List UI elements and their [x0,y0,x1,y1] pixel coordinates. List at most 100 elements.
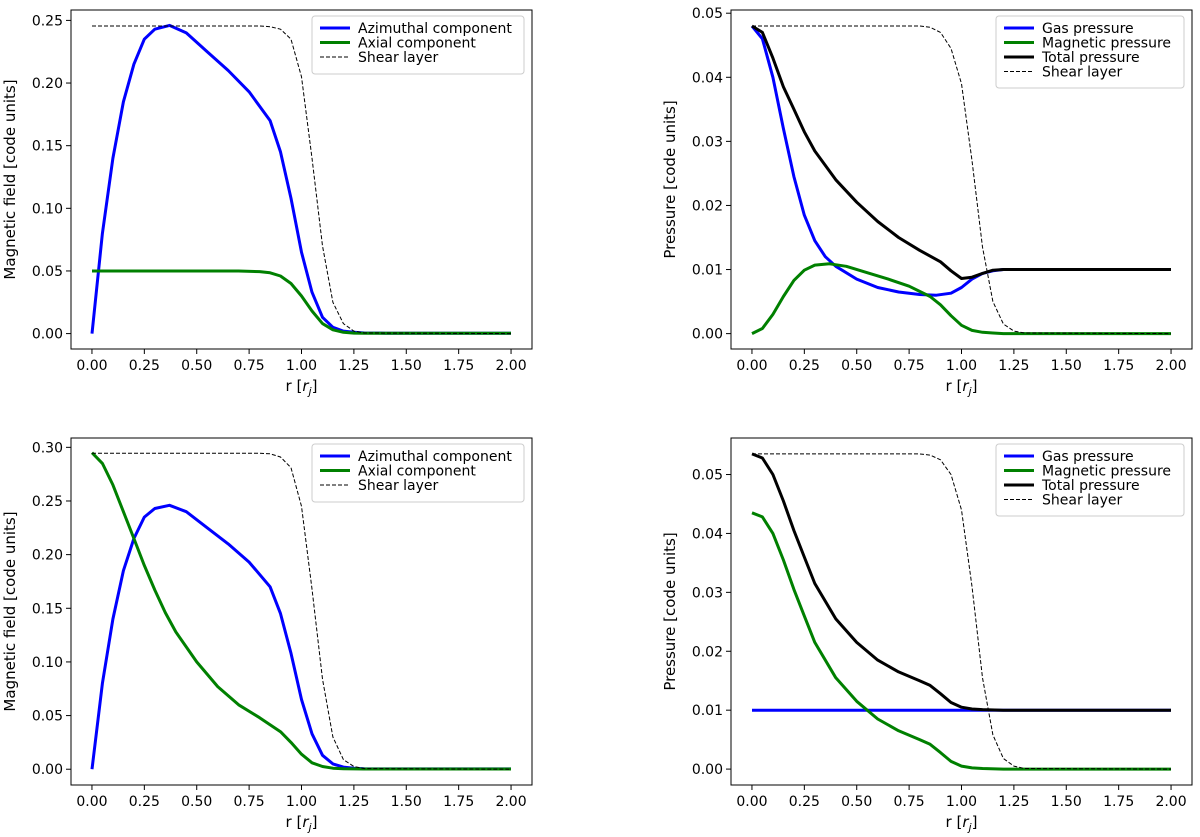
x-axis-label: r [rj] [286,813,318,834]
legend-box [995,15,1185,89]
x-tick-label: 0.25 [789,358,820,374]
panel-bottom-left: 0.00 0.25 0.50 0.75 1.00 1.25 1.50 1.75 2.00 0.00… [1,437,533,834]
x-tick-label: 0.00 [736,794,767,810]
y-tick-label: 0.10 [32,655,63,671]
legend-entry: Axial component [358,36,476,52]
x-tick-label: 0.25 [129,794,160,810]
x-tick-label: 1.00 [286,358,317,374]
panel-bottom-right: 0.00 0.25 0.50 0.75 1.00 1.25 1.50 1.75 2.00 0.00… [661,437,1193,834]
x-tick-label: 0.50 [181,358,212,374]
x-tick-label: 0.25 [129,358,160,374]
series-line-magnetic-pressure [751,262,1171,336]
legend-entry: Azimuthal component [358,21,512,37]
y-axis-label: Magnetic field [code units] [1,511,19,711]
x-tick-label: 0.00 [76,794,107,810]
legend-box [311,443,525,503]
y-tick-label: 0.05 [692,6,723,22]
x-axis-label: r [rj] [946,813,978,834]
x-tick-label: 1.00 [946,358,977,374]
x-tick-label: 1.25 [998,358,1029,374]
legend-box [995,443,1185,517]
series-line-shear-layer [92,25,512,335]
series-line-axial-component [90,451,511,771]
y-tick-label: 0.15 [32,601,63,617]
x-tick-label: 1.00 [946,794,977,810]
y-axis-label: Pressure [code units] [661,532,679,690]
y-tick-label: 0.05 [32,264,63,280]
y-tick-label: 0.15 [32,139,63,155]
legend-entry: Shear layer [358,478,439,494]
y-tick-label: 0.00 [692,327,723,343]
series-group [751,452,1172,771]
y-tick-label: 0.02 [692,644,723,660]
x-tick-label: 1.25 [338,358,369,374]
x-tick-label: 0.00 [76,358,107,374]
y-tick-label: 0.00 [692,762,723,778]
series-line-total-pressure [751,452,1171,712]
legend-entry: Gas pressure [1042,21,1134,37]
y-tick-label: 0.10 [32,201,63,217]
x-tick-label: 0.00 [736,358,767,374]
legend-entry: Shear layer [358,50,439,66]
x-tick-label: 1.50 [391,358,422,374]
series-line-azimuthal-component [90,503,511,771]
y-tick-label: 0.05 [32,709,63,725]
x-tick-label: 2.00 [1155,358,1186,374]
x-tick-label: 2.00 [495,358,526,374]
y-tick-label: 0.25 [32,13,63,29]
series-line-axial-component [92,269,511,335]
x-tick-label: 1.75 [1103,358,1134,374]
series-line-magnetic-pressure [751,511,1171,771]
series-group [90,23,512,335]
legend-entry: Gas pressure [1042,449,1134,465]
legend-entry: Shear layer [1042,65,1123,81]
x-tick-label: 1.75 [1103,794,1134,810]
x-tick-label: 0.50 [841,358,872,374]
x-tick-label: 1.50 [1051,794,1082,810]
y-axis-label: Pressure [code units] [661,100,679,258]
x-tick-label: 0.25 [789,794,820,810]
x-tick-label: 0.50 [181,794,212,810]
panel-top-right: 0.00 0.25 0.50 0.75 1.00 1.25 1.50 1.75 2.00 0.00… [661,6,1193,398]
x-tick-label: 0.50 [841,794,872,810]
x-tick-label: 1.25 [338,794,369,810]
panel-top-left: 0.00 0.25 0.50 0.75 1.00 1.25 1.50 1.75 2.00 0.00… [1,9,533,398]
y-tick-label: 0.05 [692,468,723,484]
series-line-total-pressure [751,24,1171,280]
x-tick-label: 1.00 [286,794,317,810]
y-tick-label: 0.00 [32,327,63,343]
y-axis-label: Magnetic field [code units] [1,79,19,279]
legend-entry: Magnetic pressure [1042,36,1171,52]
x-tick-label: 1.50 [1051,358,1082,374]
series-line-shear-layer [752,453,1172,770]
x-tick-label: 0.75 [894,794,925,810]
x-tick-label: 0.75 [234,794,265,810]
series-line-shear-layer [92,452,512,770]
legend-entry: Axial component [358,464,476,480]
x-tick-label: 1.25 [998,794,1029,810]
series-group [750,24,1172,336]
legend-entry: Magnetic pressure [1042,464,1171,480]
y-tick-label: 0.25 [32,494,63,510]
y-tick-label: 0.20 [32,76,63,92]
y-tick-label: 0.02 [692,198,723,214]
legend-box [311,15,525,75]
y-tick-label: 0.04 [692,70,723,86]
y-tick-label: 0.01 [692,703,723,719]
y-tick-label: 0.03 [692,134,723,150]
x-tick-label: 2.00 [1155,794,1186,810]
y-tick-label: 0.20 [32,548,63,564]
y-tick-label: 0.00 [32,762,63,778]
y-tick-label: 0.04 [692,526,723,542]
x-tick-label: 2.00 [495,794,526,810]
x-tick-label: 1.75 [443,794,474,810]
y-tick-label: 0.03 [692,585,723,601]
x-axis-label: r [rj] [946,377,978,398]
series-group [90,451,512,771]
x-tick-label: 0.75 [234,358,265,374]
x-tick-label: 0.75 [894,358,925,374]
legend-entry: Azimuthal component [358,449,512,465]
y-tick-label: 0.01 [692,263,723,279]
